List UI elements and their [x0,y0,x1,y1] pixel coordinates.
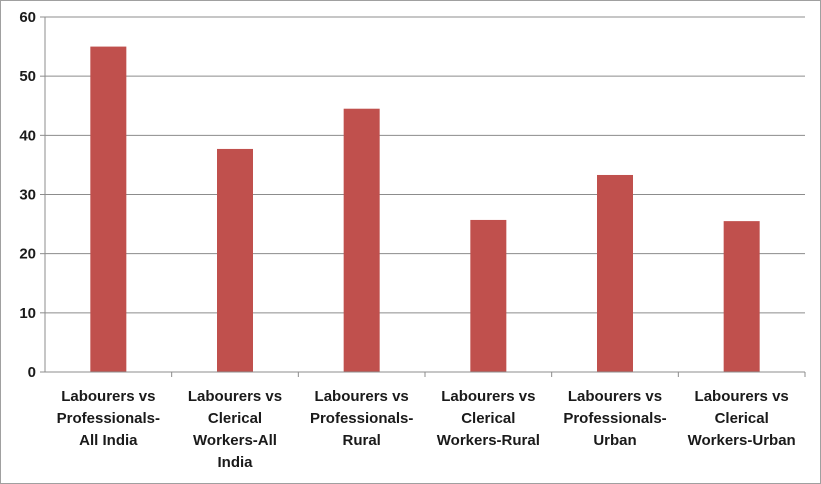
x-tick-label-1-line-1: Clerical [208,410,262,427]
x-tick-label-3-line-1: Clerical [461,410,515,427]
x-tick-label-3-line-2: Workers-Rural [437,432,540,449]
x-tick-label-1-line-3: India [217,454,253,471]
y-tick-label-4: 40 [19,127,36,144]
x-tick-label-0-line-0: Labourers vs [61,388,155,405]
bar-3 [470,219,507,372]
y-tick-label-6: 60 [19,9,36,26]
y-tick-label-2: 20 [19,246,36,263]
x-tick-label-3: Labourers vs Clerical Workers-Rural [437,388,540,449]
x-tick-label-1-line-2: Workers-All [193,432,277,449]
x-tick-label-4-line-1: Professionals- [563,410,666,427]
x-tick-label-5-line-2: Workers-Urban [688,432,796,449]
x-tick-label-0-line-1: Professionals- [57,410,160,427]
x-tick-label-4-line-0: Labourers vs [568,388,662,405]
x-tick-label-5-line-1: Clerical [715,410,769,427]
x-tick-label-4: Labourers vs Professionals- Urban [563,388,666,449]
bar-5 [723,221,760,372]
x-tick-label-5-line-0: Labourers vs [695,388,789,405]
x-tick-label-2: Labourers vs Professionals- Rural [310,388,413,449]
bars [90,46,760,372]
axes [40,16,806,377]
x-tick-label-4-line-2: Urban [593,432,636,449]
y-tick-label-0: 0 [28,364,36,381]
bar-0 [90,46,127,372]
x-tick-label-5: Labourers vs Clerical Workers-Urban [688,388,796,449]
x-tick-label-0-line-2: All India [79,432,138,449]
x-tick-labels: Labourers vs Professionals-All IndiaLabou… [57,388,796,471]
y-tick-labels: 0 10 20 30 40 50 60 [19,9,36,381]
x-tick-label-3-line-0: Labourers vs [441,388,535,405]
x-tick-label-1: Labourers vs Clerical Workers-All India [188,388,282,471]
x-tick-label-2-line-1: Professionals- [310,410,413,427]
bar-1 [217,148,253,372]
gridlines [45,16,805,314]
x-tick-label-0: Labourers vs Professionals- All India [57,388,160,449]
x-tick-label-1-line-0: Labourers vs [188,388,282,405]
bar-4 [597,174,633,372]
y-tick-label-5: 50 [19,68,36,85]
y-tick-label-3: 30 [19,187,36,204]
x-tick-label-2-line-0: Labourers vs [315,388,409,405]
y-tick-label-1: 10 [19,305,36,322]
x-tick-label-2-line-2: Rural [342,432,380,449]
bar-2 [343,108,380,372]
